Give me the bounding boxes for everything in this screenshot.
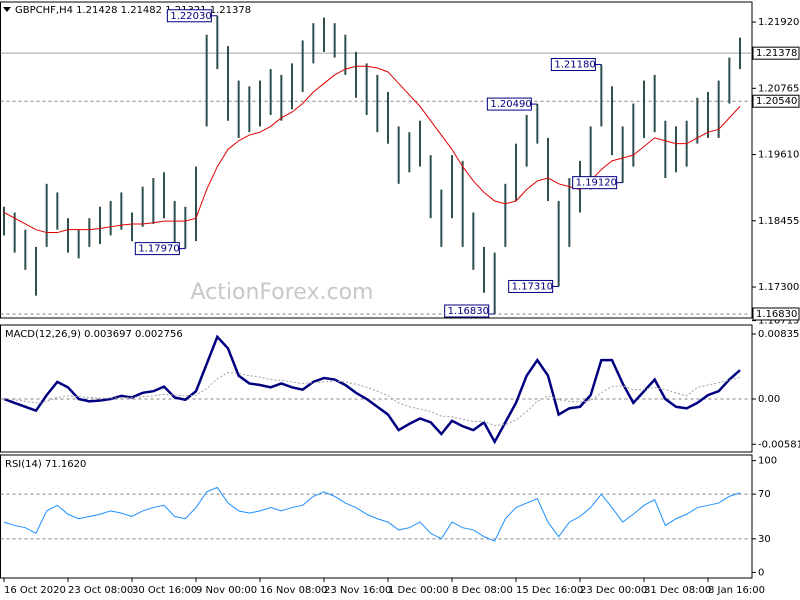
annotation-label: 1.22030 xyxy=(170,11,211,22)
level-label-box xyxy=(752,307,800,321)
x-tick-label: 8 Jan 16:00 xyxy=(708,585,765,596)
x-tick-label: 15 Dec 16:00 xyxy=(516,585,583,596)
y-tick-label: 1.19610 xyxy=(758,150,799,161)
annotation-box xyxy=(134,242,180,256)
annotation-label: 1.17970 xyxy=(138,244,179,255)
annotation-box xyxy=(508,279,554,293)
annotation-label: 1.21180 xyxy=(554,60,595,71)
annotation-label: 1.20490 xyxy=(490,99,531,110)
annotation-box xyxy=(166,9,212,23)
y-tick-label: 30 xyxy=(758,534,771,545)
annotation-box xyxy=(444,304,490,318)
y-tick-label: 0 xyxy=(758,567,764,578)
y-tick-label: 1.17300 xyxy=(758,282,799,293)
panel-frame xyxy=(0,454,753,579)
panel-title: GBPCHF,H4 1.21428 1.21482 1.21321 1.2137… xyxy=(15,5,251,16)
annotation-box xyxy=(572,176,618,190)
annotation-box xyxy=(486,97,532,111)
x-tick-label: 8 Dec 08:00 xyxy=(452,585,513,596)
annotation-label: 1.16830 xyxy=(448,306,489,317)
y-tick-label: -0.005818 xyxy=(758,439,800,450)
y-tick-label: 100 xyxy=(758,456,777,467)
annotation-label: 1.19120 xyxy=(576,178,617,189)
current-price-box xyxy=(752,46,800,60)
panel-frame xyxy=(0,324,753,453)
current-price-label: 1.21378 xyxy=(756,48,797,59)
x-tick-label: 30 Oct 16:00 xyxy=(132,585,197,596)
y-tick-label: 0.008356 xyxy=(758,329,800,340)
y-tick-label: 1.16715 xyxy=(758,316,799,327)
y-tick-label: 1.21920 xyxy=(758,17,799,28)
series-line xyxy=(3,486,741,542)
series-line xyxy=(3,65,741,234)
x-tick-label: 16 Nov 08:00 xyxy=(260,585,327,596)
panel-frame xyxy=(0,1,753,319)
y-tick-label: 0.00 xyxy=(758,394,780,405)
x-tick-label: 16 Oct 2020 xyxy=(4,585,66,596)
watermark: ActionForex.com xyxy=(191,280,374,305)
collapse-icon xyxy=(3,7,11,12)
x-tick-label: 23 Dec 00:00 xyxy=(580,585,647,596)
level-label-box xyxy=(752,94,800,108)
series-line xyxy=(3,372,741,426)
y-tick-label: 70 xyxy=(758,489,771,500)
level-label: 1.16830 xyxy=(756,309,797,320)
y-tick-label: 1.18455 xyxy=(758,216,799,227)
x-tick-label: 31 Dec 08:00 xyxy=(644,585,711,596)
x-tick-label: 9 Nov 00:00 xyxy=(196,585,257,596)
annotation-box xyxy=(550,58,596,72)
annotation-label: 1.17310 xyxy=(512,281,553,292)
y-tick-label: 1.20765 xyxy=(758,83,799,94)
series-line xyxy=(3,334,741,445)
level-label: 1.20540 xyxy=(756,96,797,107)
x-tick-label: 1 Dec 00:00 xyxy=(388,585,449,596)
x-tick-label: 23 Oct 08:00 xyxy=(68,585,133,596)
panel-title: MACD(12,26,9) 0.003697 0.002756 xyxy=(5,329,183,340)
panel-title: RSI(14) 71.1620 xyxy=(5,459,86,470)
x-tick-label: 23 Nov 16:00 xyxy=(324,585,391,596)
